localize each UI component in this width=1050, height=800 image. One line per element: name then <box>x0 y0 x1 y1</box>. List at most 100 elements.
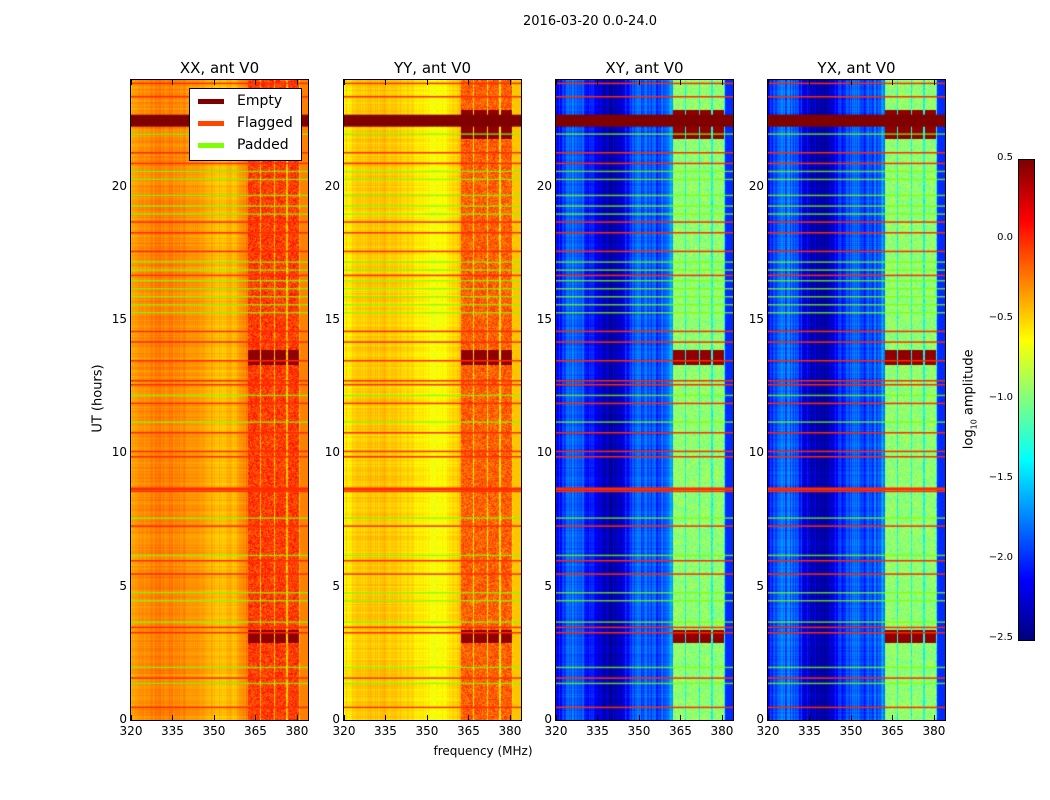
x-tick-mark <box>131 80 132 85</box>
legend-entry-padded: Padded <box>198 135 289 155</box>
y-tick-label: 0 <box>332 712 340 726</box>
x-tick-mark <box>597 80 599 85</box>
x-tick-label: 365 <box>881 724 904 738</box>
heatmap-image <box>131 80 308 720</box>
x-tick-mark <box>426 715 428 720</box>
x-tick-mark <box>385 715 387 720</box>
heatmap-image <box>344 80 521 720</box>
x-tick-label: 335 <box>798 724 821 738</box>
colorbar-label-sub: 10 <box>969 419 979 430</box>
y-axis-label: UT (hours) <box>90 364 106 433</box>
legend-swatch-empty <box>198 98 224 104</box>
x-tick-mark <box>509 715 511 720</box>
colorbar-tick-label: 0.5 <box>997 152 1013 163</box>
figure-title: 2016-03-20 0.0-24.0 <box>523 14 657 29</box>
legend-entry-empty: Empty <box>198 91 282 111</box>
y-tick-label: 10 <box>748 445 764 460</box>
x-tick-mark <box>597 715 599 720</box>
y-tick-label: 10 <box>324 445 340 460</box>
y-tick-label: 20 <box>324 178 340 193</box>
heatmap-image <box>768 80 945 720</box>
colorbar-tick-label: 0.0 <box>997 232 1013 243</box>
x-tick-mark <box>296 80 298 85</box>
x-tick-label: 365 <box>244 724 267 738</box>
x-tick-label: 320 <box>756 724 780 738</box>
y-tick-label: 15 <box>748 312 764 326</box>
x-tick-label: 350 <box>627 724 651 738</box>
heatmap-image <box>556 80 733 720</box>
x-tick-label: 350 <box>839 724 863 738</box>
heatmap-panel-3 <box>767 79 946 721</box>
x-tick-label: 380 <box>498 724 522 738</box>
x-tick-mark <box>213 80 215 85</box>
panel-title: XY, ant V0 <box>605 59 684 77</box>
x-tick-mark <box>850 80 852 85</box>
y-tick-label: 0 <box>756 712 764 726</box>
x-tick-mark <box>344 715 345 720</box>
x-tick-mark <box>809 715 811 720</box>
x-tick-mark <box>892 80 894 85</box>
colorbar-label: log10 amplitude <box>962 349 979 449</box>
colorbar <box>1018 159 1035 641</box>
x-tick-label: 380 <box>922 724 946 738</box>
x-tick-label: 335 <box>161 724 184 738</box>
x-tick-mark <box>556 715 557 720</box>
heatmap-panel-1 <box>343 79 522 721</box>
x-tick-mark <box>721 715 723 720</box>
y-tick-label: 5 <box>544 578 552 593</box>
y-tick-label: 15 <box>111 312 127 326</box>
x-tick-label: 350 <box>415 724 439 738</box>
y-tick-label: 20 <box>536 178 552 193</box>
x-tick-label: 335 <box>374 724 397 738</box>
x-tick-mark <box>933 80 935 85</box>
colorbar-label-rest: amplitude <box>961 349 977 420</box>
x-tick-label: 365 <box>669 724 692 738</box>
panel-title: YX, ant V0 <box>817 59 896 77</box>
x-tick-label: 335 <box>586 724 609 738</box>
x-tick-label: 350 <box>202 724 226 738</box>
y-tick-label: 0 <box>119 712 127 726</box>
x-tick-mark <box>680 80 682 85</box>
y-tick-label: 15 <box>536 312 552 326</box>
colorbar-tick-label: −2.5 <box>988 632 1013 643</box>
x-tick-mark <box>768 80 769 85</box>
x-tick-mark <box>468 80 470 85</box>
y-tick-label: 10 <box>536 445 552 460</box>
x-tick-label: 320 <box>332 724 356 738</box>
x-tick-mark <box>768 715 769 720</box>
x-tick-mark <box>296 715 298 720</box>
legend-label: Empty <box>237 93 283 109</box>
x-tick-mark <box>426 80 428 85</box>
panel-title: XX, ant V0 <box>179 59 260 77</box>
heatmap-panel-0 <box>130 79 309 721</box>
x-tick-mark <box>468 715 470 720</box>
legend-swatch-padded <box>198 142 224 148</box>
x-tick-label: 320 <box>119 724 143 738</box>
y-tick-label: 20 <box>748 178 764 193</box>
y-tick-label: 20 <box>111 178 127 193</box>
heatmap-panel-2 <box>555 79 734 721</box>
legend: Empty Flagged Padded <box>189 88 302 161</box>
colorbar-tick-label: −1.0 <box>988 392 1013 403</box>
x-tick-mark <box>255 80 257 85</box>
y-tick-label: 5 <box>119 578 127 593</box>
x-tick-mark <box>892 715 894 720</box>
x-tick-mark <box>556 80 557 85</box>
y-tick-label: 15 <box>324 312 340 326</box>
x-tick-mark <box>680 715 682 720</box>
x-tick-mark <box>213 715 215 720</box>
y-tick-label: 5 <box>756 578 764 593</box>
x-tick-mark <box>172 715 174 720</box>
x-tick-mark <box>638 715 640 720</box>
panel-title: YY, ant V0 <box>393 59 471 77</box>
legend-entry-flagged: Flagged <box>198 113 293 133</box>
legend-swatch-flagged <box>198 120 224 126</box>
x-tick-mark <box>809 80 811 85</box>
x-tick-mark <box>172 80 174 85</box>
colorbar-tick-label: −0.5 <box>988 312 1013 323</box>
x-tick-label: 380 <box>710 724 734 738</box>
x-tick-mark <box>933 715 935 720</box>
x-tick-mark <box>344 80 345 85</box>
colorbar-tick-label: −2.0 <box>988 552 1013 563</box>
x-axis-label: frequency (MHz) <box>433 744 533 758</box>
